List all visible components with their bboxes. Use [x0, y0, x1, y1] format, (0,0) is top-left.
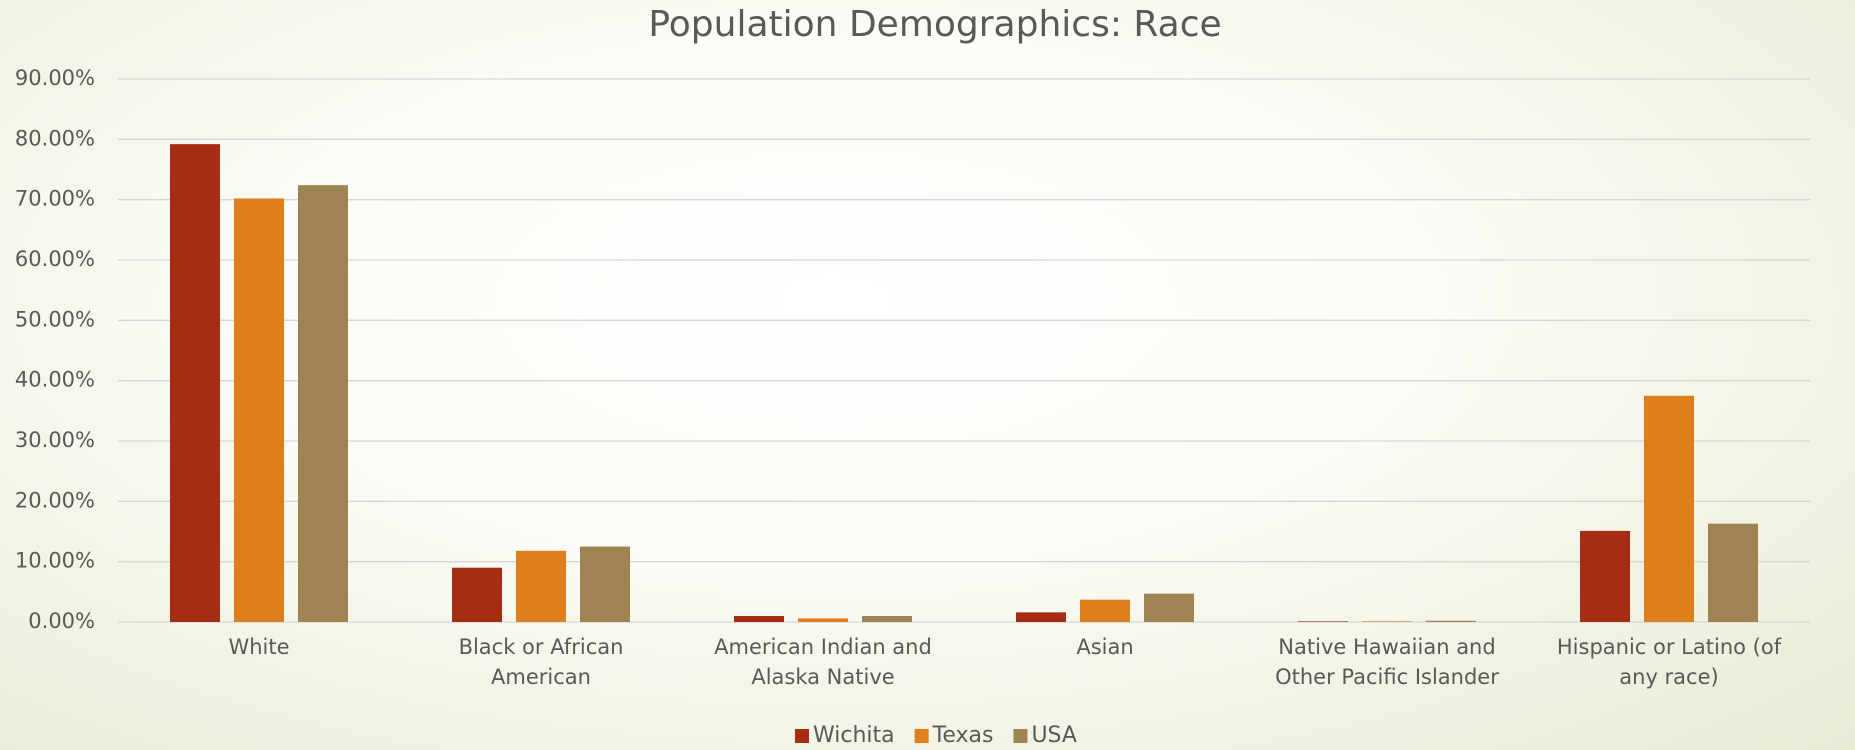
bar [1144, 593, 1194, 622]
y-tick-label: 0.00% [28, 609, 95, 633]
y-tick-label: 90.00% [15, 66, 95, 90]
bar [1426, 620, 1476, 622]
y-tick-label: 80.00% [15, 126, 95, 150]
legend-swatch [1013, 729, 1028, 743]
bar [1580, 530, 1630, 622]
x-tick-label-box: Hispanic or Latino (of any race) [1556, 635, 1782, 689]
x-tick-label: Native Hawaiian and Other Pacific Island… [1275, 635, 1499, 689]
bar [170, 144, 220, 622]
y-tick-label: 30.00% [15, 428, 95, 452]
y-tick-label: 50.00% [15, 307, 95, 331]
bar [516, 550, 566, 622]
bar [1362, 621, 1412, 622]
x-tick-label: American Indian and Alaska Native [714, 635, 932, 689]
bar [862, 615, 912, 622]
bar [734, 615, 784, 622]
legend-swatch [914, 729, 929, 743]
legend-swatch [795, 729, 809, 743]
bar [798, 618, 848, 622]
x-tick-label-box: White [228, 635, 290, 659]
legend-label: Wichita [813, 723, 895, 748]
bar [452, 567, 502, 622]
bar [1644, 395, 1694, 622]
x-tick-label: Hispanic or Latino (of any race) [1556, 635, 1782, 689]
bar [1298, 621, 1348, 622]
y-tick-label: 60.00% [15, 247, 95, 271]
y-tick-label: 10.00% [15, 549, 95, 573]
bar [1080, 599, 1130, 622]
x-tick-label-box: Black or African American [458, 635, 624, 689]
bar [580, 546, 630, 622]
x-tick-label: Asian [1076, 635, 1134, 659]
x-tick-label: White [228, 635, 290, 659]
chart-title: Population Demographics: Race [648, 4, 1221, 45]
y-tick-label: 70.00% [15, 187, 95, 211]
x-tick-label-box: American Indian and Alaska Native [714, 635, 932, 689]
bar [298, 185, 348, 623]
legend-label: Texas [932, 723, 994, 748]
y-tick-label: 20.00% [15, 488, 95, 512]
x-tick-label-box: Asian [1076, 635, 1134, 659]
legend-label: USA [1031, 723, 1077, 748]
y-tick-label: 40.00% [15, 368, 95, 392]
x-tick-label-box: Native Hawaiian and Other Pacific Island… [1275, 635, 1499, 689]
x-tick-label: Black or African American [458, 635, 624, 689]
bar [1708, 523, 1758, 622]
bar [234, 198, 284, 622]
bar [1016, 612, 1066, 622]
